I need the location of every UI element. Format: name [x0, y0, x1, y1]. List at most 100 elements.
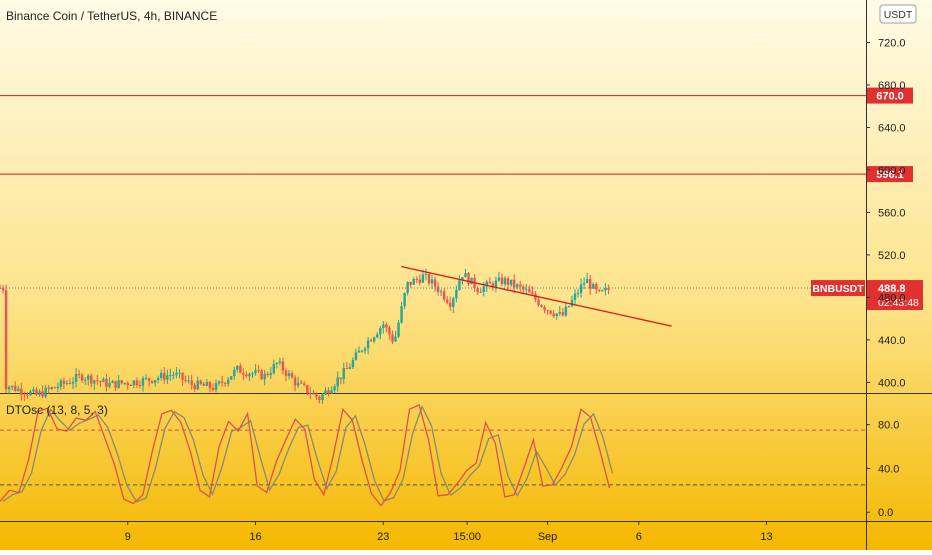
- candle-body: [93, 380, 96, 384]
- candle-body: [123, 382, 126, 384]
- candle-body: [348, 367, 352, 369]
- candle-body: [217, 381, 221, 384]
- candle-body: [290, 373, 294, 378]
- candle-body: [226, 379, 230, 384]
- candle-body: [7, 387, 11, 390]
- candle-body: [23, 394, 26, 396]
- candle-body: [555, 313, 558, 317]
- candle-body: [534, 294, 537, 300]
- candle-body: [412, 279, 415, 285]
- candle-body: [111, 380, 114, 383]
- candle-body: [506, 278, 510, 285]
- candle-body: [482, 286, 485, 292]
- level-label: 596.1: [876, 169, 904, 181]
- candle-body: [321, 394, 324, 401]
- candle-body: [29, 391, 32, 396]
- candle-body: [80, 374, 84, 381]
- candle-body: [62, 380, 66, 384]
- candle-body: [117, 380, 120, 388]
- time-tick-label: 16: [249, 531, 261, 543]
- price-tick-label: 600.0: [878, 165, 906, 177]
- candle-body: [26, 394, 29, 396]
- candle-body: [266, 373, 269, 376]
- candle-body: [558, 312, 561, 314]
- candle-body: [433, 279, 437, 287]
- candle-body: [306, 385, 309, 394]
- candle-body: [540, 305, 543, 307]
- candle-body: [4, 290, 8, 390]
- candle-body: [601, 290, 604, 292]
- candle-body: [312, 393, 315, 395]
- candle-body: [166, 375, 169, 380]
- candle-body: [47, 387, 50, 390]
- candle-body: [272, 364, 276, 374]
- candle-body: [442, 291, 446, 300]
- candle-body: [500, 277, 504, 285]
- candle-body: [570, 299, 574, 307]
- candle-body: [254, 370, 257, 374]
- candle-body: [573, 293, 577, 300]
- candle-body: [363, 348, 367, 351]
- candle-body: [230, 376, 233, 380]
- candle-body: [83, 379, 87, 381]
- candle-body: [138, 385, 142, 387]
- candle-body: [105, 378, 108, 387]
- candle-body: [382, 324, 385, 329]
- candle-body: [135, 380, 139, 386]
- candle-body: [150, 380, 154, 383]
- candle-body: [461, 277, 464, 281]
- candle-body: [519, 284, 522, 287]
- candle-body: [1, 287, 5, 291]
- candle-body: [564, 306, 568, 316]
- candle-body: [236, 365, 239, 370]
- candle-body: [488, 281, 492, 284]
- candle-body: [284, 370, 288, 376]
- candle-body: [327, 390, 330, 394]
- candle-body: [214, 383, 218, 390]
- candle-body: [452, 298, 455, 307]
- price-tick-label: 480.0: [878, 292, 906, 304]
- trendline: [401, 265, 672, 327]
- candle-body: [589, 279, 592, 289]
- candle-body: [71, 382, 75, 384]
- currency-button[interactable]: USDT: [879, 4, 917, 24]
- current-price-tag: [867, 280, 923, 311]
- candle-body: [366, 340, 370, 349]
- countdown-label: 02:43:48: [878, 297, 919, 309]
- candle-body: [102, 378, 105, 382]
- candle-body: [549, 310, 552, 314]
- candle-body: [181, 372, 184, 380]
- candle-body: [205, 382, 209, 386]
- candle-body: [144, 378, 148, 380]
- candle-body: [430, 279, 434, 284]
- time-axis-ticks: 9 16 23 15:00 Sep 6 13: [125, 521, 773, 543]
- candle-body: [96, 380, 99, 382]
- candle-body: [35, 389, 38, 395]
- chart-title: Binance Coin / TetherUS, 4h, BINANCE: [6, 9, 217, 23]
- candle-body: [129, 384, 133, 386]
- candle-body: [592, 283, 595, 289]
- candle-body: [379, 328, 382, 335]
- candle-body: [269, 373, 272, 376]
- price-tick-label: 720.0: [878, 37, 906, 49]
- candle-body: [315, 393, 318, 397]
- current-price-label: 488.8: [878, 283, 906, 295]
- candle-body: [576, 293, 580, 295]
- candle-body: [156, 377, 160, 380]
- candle-body: [99, 381, 102, 383]
- trendline-group: [401, 265, 672, 327]
- price-tick-label: 520.0: [878, 250, 906, 262]
- price-tick-label: 680.0: [878, 80, 906, 92]
- candle-body: [491, 283, 495, 288]
- candle-body: [418, 279, 422, 283]
- candle-body: [330, 390, 333, 394]
- candle-body: [385, 324, 388, 328]
- candle-body: [582, 283, 586, 285]
- candle-body: [87, 375, 90, 380]
- candle-body: [351, 359, 355, 368]
- candle-body: [336, 377, 339, 387]
- candle-body: [467, 273, 470, 285]
- candle-body: [77, 374, 81, 376]
- candle-body: [53, 387, 56, 389]
